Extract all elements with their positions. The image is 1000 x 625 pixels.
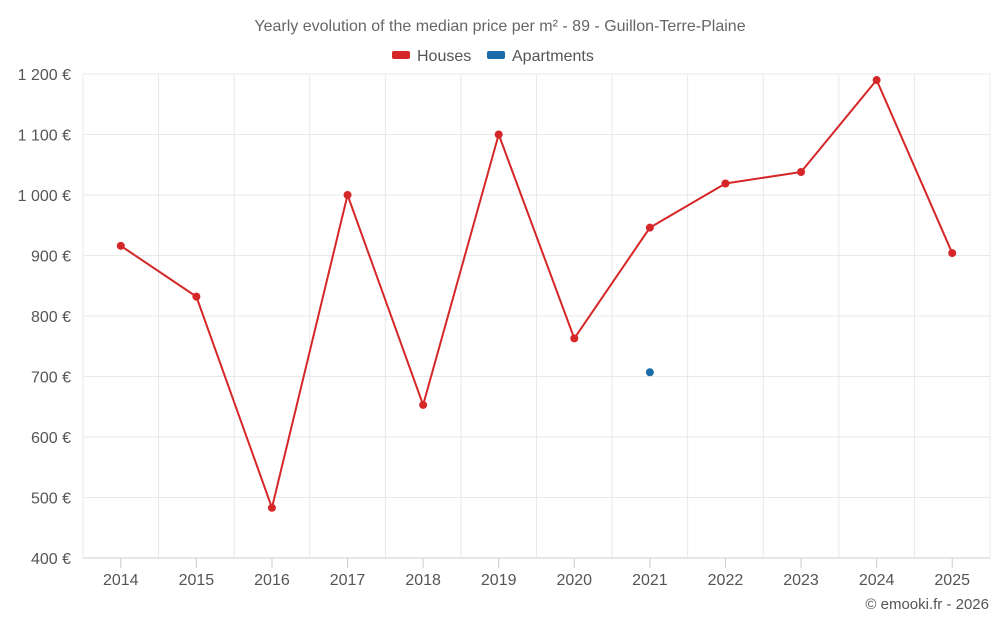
data-point-houses-2019[interactable] xyxy=(494,130,503,139)
legend-swatch-houses xyxy=(392,51,410,59)
x-tick-label: 2024 xyxy=(859,572,895,589)
legend-label-houses: Houses xyxy=(417,48,471,65)
y-tick-label: 900 € xyxy=(31,249,71,266)
x-tick-label: 2016 xyxy=(254,572,290,589)
x-tick-label: 2017 xyxy=(330,572,366,589)
x-tick-label: 2019 xyxy=(481,572,517,589)
y-tick-label: 500 € xyxy=(31,491,71,508)
data-point-apartments-2021[interactable] xyxy=(645,368,654,377)
data-point-houses-2015[interactable] xyxy=(192,292,201,301)
x-tick-label: 2018 xyxy=(405,572,441,589)
data-point-houses-2018[interactable] xyxy=(419,400,428,409)
legend-label-apartments: Apartments xyxy=(512,48,594,65)
data-point-houses-2024[interactable] xyxy=(872,76,881,85)
y-tick-label: 1 000 € xyxy=(18,188,71,205)
data-point-houses-2021[interactable] xyxy=(645,223,654,232)
x-gridlines xyxy=(82,74,991,558)
x-tick-label: 2021 xyxy=(632,572,668,589)
data-point-houses-2017[interactable] xyxy=(343,191,352,199)
data-point-houses-2022[interactable] xyxy=(721,179,730,188)
series-apartments xyxy=(645,368,654,377)
legend[interactable]: Houses Apartments xyxy=(392,48,594,65)
y-tick-label: 400 € xyxy=(31,551,71,568)
x-tick-label: 2014 xyxy=(103,572,139,589)
y-axis-ticks: 400 € 500 € 600 € 700 € 800 € 900 € 1 000 € 1 1… xyxy=(18,67,71,568)
y-tick-label: 1 200 € xyxy=(18,67,71,84)
y-tick-label: 800 € xyxy=(31,309,71,326)
legend-swatch-apartments xyxy=(487,51,505,59)
data-point-houses-2023[interactable] xyxy=(797,168,806,177)
x-tick-label: 2015 xyxy=(179,572,215,589)
x-tick-label: 2025 xyxy=(934,572,970,589)
credit: © emooki.fr - 2026 xyxy=(865,596,989,613)
x-tick-label: 2022 xyxy=(708,572,744,589)
series-layer xyxy=(116,76,957,512)
y-tick-label: 1 100 € xyxy=(18,128,71,145)
data-point-houses-2014[interactable] xyxy=(116,241,125,250)
data-point-houses-2016[interactable] xyxy=(267,503,276,512)
x-axis-ticks: 2014 2015 2016 2017 2018 2019 2020 2021 2022 2023… xyxy=(103,558,970,589)
data-point-houses-2020[interactable] xyxy=(570,334,579,343)
series-houses xyxy=(116,76,957,512)
y-tick-label: 600 € xyxy=(31,430,71,447)
x-tick-label: 2023 xyxy=(783,572,819,589)
series-line-houses xyxy=(120,79,954,509)
legend-item-apartments[interactable]: Apartments xyxy=(487,48,594,65)
data-point-houses-2025[interactable] xyxy=(948,249,957,258)
chart-title: Yearly evolution of the median price per… xyxy=(254,18,745,35)
legend-item-houses[interactable]: Houses xyxy=(392,48,471,65)
x-tick-label: 2020 xyxy=(556,572,592,589)
y-tick-label: 700 € xyxy=(31,370,71,387)
